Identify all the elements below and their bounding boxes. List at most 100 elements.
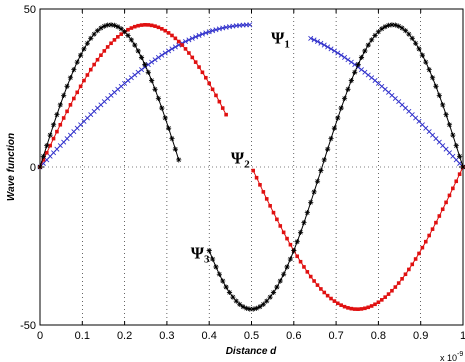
series-line bbox=[39, 24, 227, 168]
data-point bbox=[385, 22, 392, 28]
data-point bbox=[258, 183, 262, 187]
data-point bbox=[450, 132, 456, 138]
data-point bbox=[152, 86, 158, 92]
data-point bbox=[274, 284, 280, 290]
data-point bbox=[318, 167, 324, 174]
data-point bbox=[308, 35, 314, 41]
x-tick-label: 0.8 bbox=[371, 330, 386, 342]
data-point bbox=[349, 306, 354, 311]
data-point bbox=[203, 30, 209, 36]
data-point bbox=[206, 29, 212, 35]
data-point bbox=[436, 92, 442, 98]
x-tick-label: 0.3 bbox=[159, 330, 174, 342]
data-point bbox=[57, 102, 63, 108]
y-axis-title: Wave function bbox=[6, 133, 17, 201]
psi-subscript: 2 bbox=[244, 159, 250, 171]
data-point bbox=[328, 136, 334, 142]
data-point bbox=[72, 96, 76, 101]
data-point bbox=[390, 288, 394, 293]
data-point bbox=[160, 27, 164, 31]
data-point bbox=[109, 41, 113, 46]
data-point bbox=[99, 53, 103, 57]
data-point bbox=[240, 304, 246, 310]
data-point bbox=[383, 295, 387, 299]
data-point bbox=[304, 210, 310, 216]
data-point bbox=[314, 39, 321, 45]
data-point bbox=[341, 95, 348, 102]
x-tick-label: 1 bbox=[460, 330, 465, 342]
data-point bbox=[396, 23, 402, 29]
data-point bbox=[294, 239, 300, 245]
data-point bbox=[125, 32, 131, 39]
data-point bbox=[122, 29, 128, 35]
data-point bbox=[331, 125, 338, 131]
data-point bbox=[58, 122, 63, 127]
data-point bbox=[426, 67, 432, 73]
data-point bbox=[159, 105, 165, 111]
data-point bbox=[278, 224, 283, 228]
data-point bbox=[315, 283, 320, 287]
data-point bbox=[78, 84, 83, 89]
data-point bbox=[44, 150, 49, 155]
data-point bbox=[200, 70, 205, 75]
data-point bbox=[284, 264, 290, 270]
data-point bbox=[176, 39, 181, 44]
data-point bbox=[135, 69, 141, 75]
data-point bbox=[342, 304, 347, 309]
data-point bbox=[287, 256, 294, 262]
data-point bbox=[457, 172, 462, 176]
data-point bbox=[409, 35, 415, 41]
series-3 bbox=[37, 22, 465, 312]
data-point bbox=[447, 193, 452, 198]
data-point bbox=[427, 233, 431, 238]
data-point bbox=[128, 37, 134, 43]
data-point bbox=[65, 109, 69, 114]
data-point bbox=[112, 38, 117, 42]
series-2 bbox=[38, 23, 465, 311]
data-point bbox=[44, 143, 50, 149]
data-point bbox=[281, 271, 287, 277]
data-point bbox=[169, 46, 175, 52]
data-point bbox=[325, 146, 331, 152]
data-point bbox=[118, 26, 124, 32]
x-tick-label: 0.9 bbox=[413, 330, 428, 342]
data-point bbox=[139, 67, 145, 73]
data-point bbox=[376, 300, 381, 305]
x-axis-multiplier-base: x 10 bbox=[440, 353, 457, 362]
data-point bbox=[155, 95, 162, 102]
data-point bbox=[47, 132, 53, 138]
data-point bbox=[149, 77, 155, 84]
data-point bbox=[291, 247, 297, 254]
x-tick-label: 0.6 bbox=[286, 330, 301, 342]
x-axis-title: Distance d bbox=[226, 346, 277, 357]
data-point bbox=[285, 236, 289, 241]
x-tick-label: 0 bbox=[37, 330, 43, 342]
data-point bbox=[358, 54, 365, 61]
data-point bbox=[319, 287, 323, 291]
data-point bbox=[183, 47, 188, 51]
data-point bbox=[352, 69, 358, 75]
data-point bbox=[338, 52, 344, 58]
data-point bbox=[420, 245, 425, 250]
data-point bbox=[162, 115, 168, 121]
data-point bbox=[193, 60, 198, 64]
data-point bbox=[132, 72, 138, 78]
data-point bbox=[308, 199, 314, 205]
data-point bbox=[40, 153, 46, 159]
series-1 bbox=[37, 22, 465, 170]
data-point bbox=[132, 42, 138, 48]
data-point bbox=[261, 190, 266, 194]
data-point bbox=[116, 35, 120, 39]
data-point bbox=[67, 75, 74, 81]
data-point bbox=[190, 55, 195, 60]
data-point bbox=[348, 59, 354, 65]
data-point bbox=[220, 278, 226, 284]
data-point bbox=[335, 115, 341, 121]
data-point bbox=[196, 32, 202, 38]
data-point bbox=[460, 164, 465, 170]
data-point bbox=[75, 90, 80, 95]
data-point bbox=[321, 42, 327, 48]
